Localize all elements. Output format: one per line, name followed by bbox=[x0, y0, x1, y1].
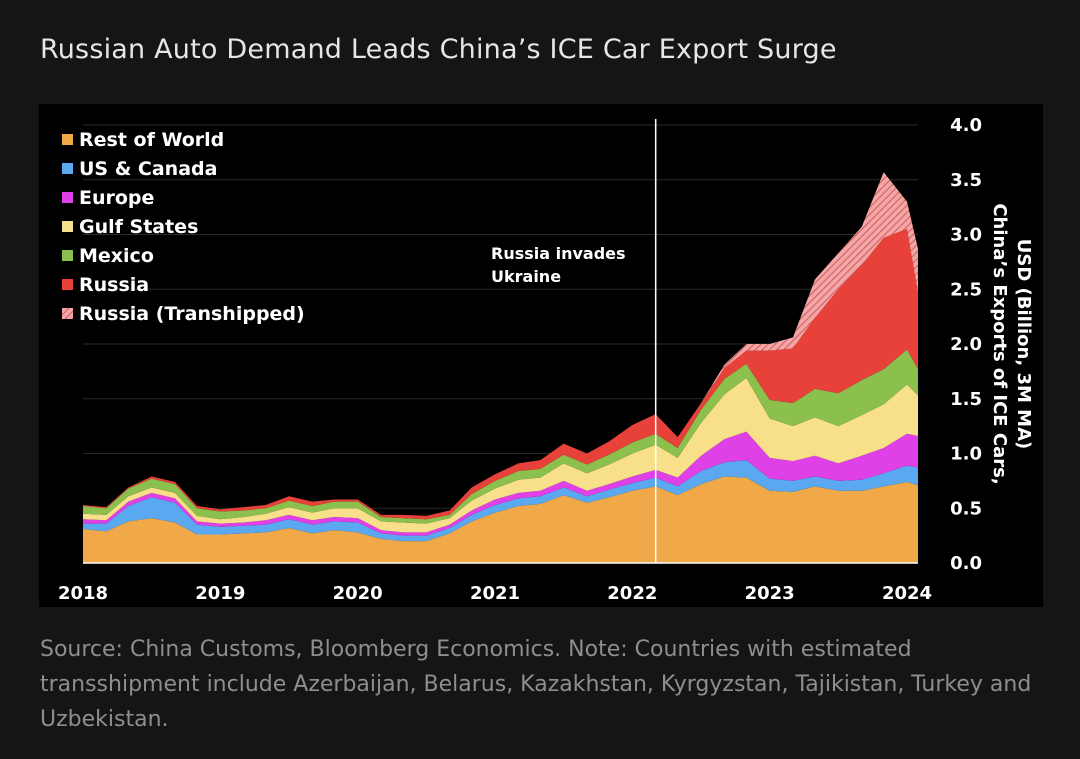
area-gulf-states bbox=[83, 377, 918, 533]
y-tick-label: 1.5 bbox=[950, 389, 982, 410]
legend-swatch-mexico bbox=[62, 250, 73, 261]
legend-label-russia-transhipped: Russia (Transhipped) bbox=[79, 303, 305, 325]
y-axis-title-line: USD (Billion, 3M MA) bbox=[1013, 239, 1034, 449]
area-europe bbox=[83, 431, 918, 536]
x-tick-label: 2022 bbox=[607, 583, 657, 604]
area-rest-of-world bbox=[83, 476, 918, 563]
y-tick-label: 1.0 bbox=[950, 444, 982, 465]
legend-swatch-russia bbox=[62, 279, 73, 290]
legend-swatch-europe bbox=[62, 192, 73, 203]
legend-label-us-canada: US & Canada bbox=[79, 158, 217, 180]
y-axis-title: China’s Exports of ICE Cars, USD (Billion… bbox=[989, 203, 1034, 484]
legend-swatch-gulf-states bbox=[62, 221, 73, 232]
y-tick-label: 3.5 bbox=[950, 170, 982, 191]
y-tick-label: 4.0 bbox=[950, 115, 982, 136]
x-tick-label: 2021 bbox=[470, 583, 520, 604]
source-note: Source: China Customs, Bloomberg Economi… bbox=[40, 637, 1032, 732]
x-tick-label: 2020 bbox=[333, 583, 383, 604]
chart-panel: Russia invades Ukraine 2018 2019 2020 2021 202… bbox=[39, 104, 1043, 607]
legend-label-europe: Europe bbox=[79, 187, 154, 209]
y-tick-label: 2.5 bbox=[950, 279, 982, 300]
y-tick-label: 0.5 bbox=[950, 498, 982, 519]
y-tick-label: 0.0 bbox=[950, 553, 982, 574]
x-tick-label: 2019 bbox=[195, 583, 245, 604]
legend-swatch-rest-of-world bbox=[62, 134, 73, 145]
legend-label-russia: Russia bbox=[79, 274, 149, 296]
x-tick-label: 2018 bbox=[58, 583, 108, 604]
legend-label-rest-of-world: Rest of World bbox=[79, 129, 224, 151]
x-tick-label: 2023 bbox=[745, 583, 795, 604]
area-us-canada bbox=[83, 460, 918, 542]
annotation-label: Russia invades bbox=[491, 244, 626, 263]
annotation-label: Ukraine bbox=[491, 267, 561, 286]
legend-label-mexico: Mexico bbox=[79, 245, 154, 267]
legend-swatch-russia-transhipped bbox=[62, 308, 73, 319]
y-tick-label: 3.0 bbox=[950, 225, 982, 246]
area-russia-transhipped bbox=[83, 172, 918, 516]
x-tick-label: 2024 bbox=[882, 583, 932, 604]
y-axis-title-line: China’s Exports of ICE Cars, bbox=[989, 203, 1010, 484]
y-tick-label: 2.0 bbox=[950, 334, 982, 355]
chart-title: Russian Auto Demand Leads China’s ICE Ca… bbox=[40, 34, 837, 65]
stacked-area-chart: Russia invades Ukraine 2018 2019 2020 2021 202… bbox=[58, 115, 1034, 604]
legend-label-gulf-states: Gulf States bbox=[79, 216, 198, 238]
legend-swatch-us-canada bbox=[62, 163, 73, 174]
